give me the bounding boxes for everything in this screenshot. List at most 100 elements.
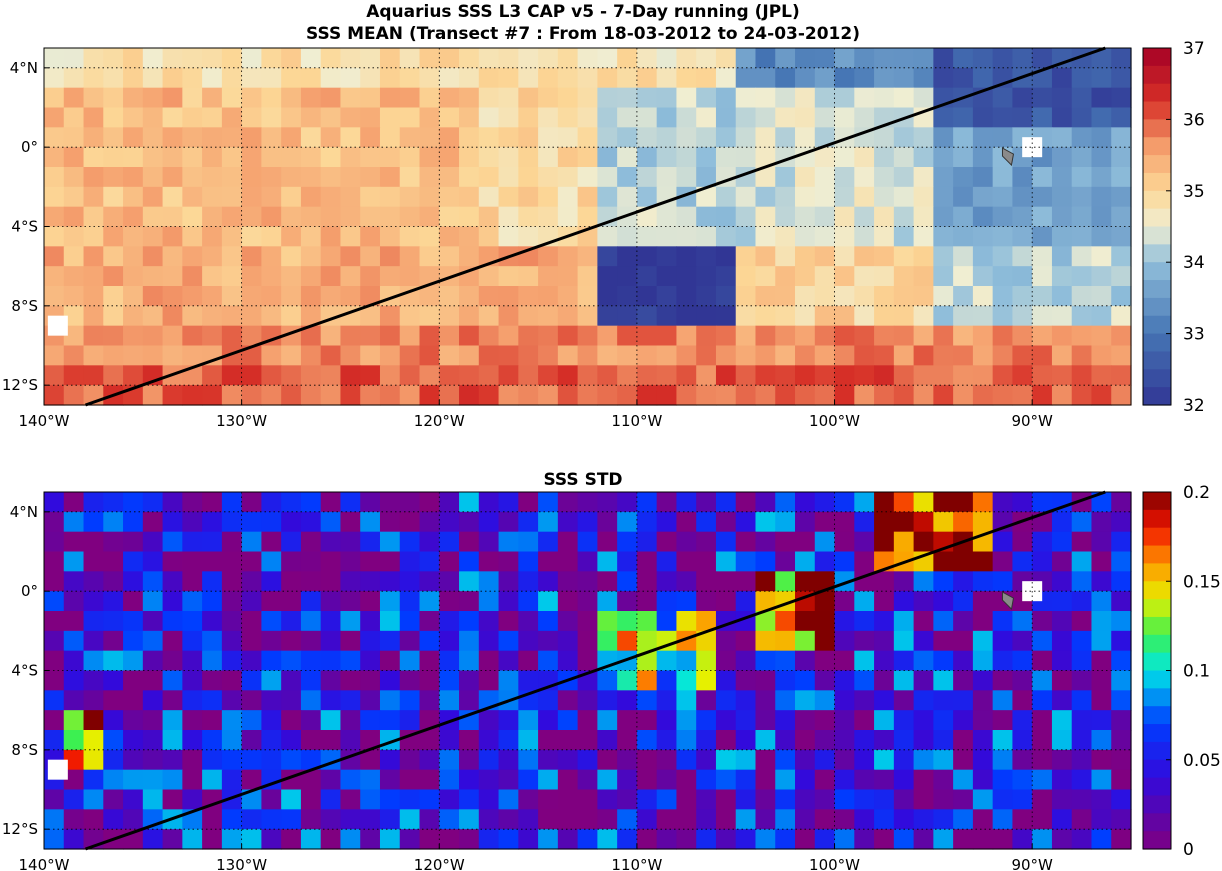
- heatmap-cell: [1032, 809, 1053, 830]
- heatmap-cell: [953, 325, 974, 347]
- heatmap-cell: [202, 167, 223, 188]
- heatmap-cell: [874, 87, 895, 109]
- heatmap-cell: [1071, 710, 1093, 731]
- heatmap-cell: [538, 789, 559, 810]
- heatmap-cell: [123, 67, 144, 89]
- heatmap-cell: [399, 67, 421, 89]
- heatmap-cell: [893, 147, 915, 168]
- heatmap-cell: [1091, 325, 1112, 347]
- heatmap-cell: [103, 809, 124, 830]
- heatmap-cell: [340, 531, 361, 553]
- heatmap-cell: [676, 551, 697, 572]
- heatmap-cell: [340, 670, 361, 691]
- heatmap-cell: [913, 630, 934, 652]
- heatmap-cell: [182, 246, 203, 267]
- heatmap-cell: [557, 345, 579, 366]
- heatmap-cell: [636, 48, 658, 69]
- heatmap-cell: [399, 591, 421, 612]
- heatmap-cell: [399, 630, 421, 652]
- heatmap-cell: [103, 48, 124, 69]
- heatmap-cell: [933, 127, 954, 148]
- heatmap-cell: [557, 749, 579, 771]
- heatmap-cell: [913, 206, 934, 228]
- heatmap-cell: [103, 345, 124, 366]
- heatmap-cell: [1071, 571, 1093, 592]
- heatmap-cell: [933, 730, 954, 751]
- heatmap-cell: [300, 789, 322, 810]
- heatmap-cell: [478, 769, 500, 791]
- heatmap-cell: [478, 749, 500, 771]
- heatmap-cell: [538, 611, 559, 632]
- heatmap-cell: [735, 571, 757, 592]
- heatmap-cell: [419, 305, 440, 327]
- heatmap-cell: [1032, 246, 1053, 267]
- heatmap-cell: [63, 206, 85, 228]
- heatmap-cell: [261, 789, 282, 810]
- heatmap-cell: [617, 325, 638, 347]
- heatmap-cell: [340, 650, 361, 672]
- heatmap-cell: [360, 345, 381, 366]
- heatmap-cell: [300, 167, 322, 188]
- heatmap-cell: [261, 690, 282, 711]
- heatmap-cell: [715, 365, 737, 386]
- heatmap-cell: [419, 385, 440, 406]
- heatmap-cell: [340, 365, 361, 386]
- heatmap-cell: [360, 492, 381, 513]
- heatmap-cell: [1091, 266, 1112, 287]
- heatmap-cell: [1051, 829, 1073, 850]
- heatmap-cell: [1051, 710, 1073, 731]
- heatmap-cell: [103, 365, 124, 386]
- heatmap-cell: [597, 305, 618, 327]
- heatmap-cell: [636, 710, 658, 731]
- heatmap-cell: [696, 67, 717, 89]
- heatmap-cell: [221, 305, 243, 327]
- heatmap-cell: [755, 511, 776, 533]
- heatmap-cell: [182, 325, 203, 347]
- heatmap-cell: [518, 305, 539, 327]
- heatmap-cell: [399, 345, 421, 366]
- heatmap-cell: [933, 226, 954, 247]
- heatmap-cell: [241, 87, 262, 109]
- heatmap-cell: [1012, 789, 1033, 810]
- heatmap-cell: [459, 749, 480, 771]
- heatmap-cell: [182, 789, 203, 810]
- heatmap-cell: [1012, 730, 1033, 751]
- heatmap-cell: [320, 769, 342, 791]
- heatmap-cell: [340, 246, 361, 267]
- heatmap-cell: [439, 730, 460, 751]
- heatmap-cell: [360, 650, 381, 672]
- heatmap-cell: [775, 266, 796, 287]
- heatmap-cell: [221, 226, 243, 247]
- heatmap-cell: [1012, 630, 1033, 652]
- heatmap-cell: [419, 730, 440, 751]
- heatmap-cell: [656, 345, 678, 366]
- heatmap-cell: [854, 266, 875, 287]
- heatmap-cell: [1051, 730, 1073, 751]
- heatmap-cell: [617, 749, 638, 771]
- heatmap-cell: [162, 286, 183, 307]
- heatmap-cell: [676, 710, 697, 731]
- heatmap-cell: [419, 127, 440, 148]
- heatmap-cell: [577, 127, 598, 148]
- heatmap-cell: [379, 365, 401, 386]
- colorbar-segment: [1143, 387, 1171, 406]
- heatmap-cell: [953, 206, 974, 228]
- heatmap-cell: [360, 167, 381, 188]
- heatmap-cell: [933, 829, 954, 850]
- heatmap-cell: [498, 167, 519, 188]
- heatmap-cell: [518, 650, 539, 672]
- heatmap-cell: [340, 710, 361, 731]
- heatmap-cell: [221, 492, 243, 513]
- heatmap-cell: [656, 266, 678, 287]
- heatmap-cell: [320, 492, 342, 513]
- heatmap-cell: [617, 127, 638, 148]
- heatmap-cell: [399, 305, 421, 327]
- heatmap-cell: [775, 492, 796, 513]
- heatmap-cell: [162, 305, 183, 327]
- heatmap-cell: [755, 127, 776, 148]
- heatmap-cell: [755, 305, 776, 327]
- heatmap-cell: [676, 226, 697, 247]
- heatmap-cell: [300, 87, 322, 109]
- heatmap-cell: [538, 531, 559, 553]
- heatmap-cell: [656, 385, 678, 406]
